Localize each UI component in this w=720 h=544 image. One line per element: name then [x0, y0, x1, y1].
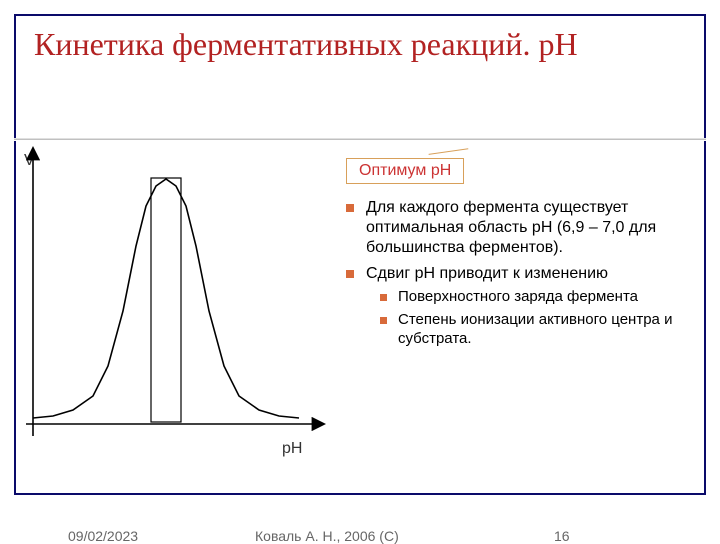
- x-axis-label: рН: [282, 440, 302, 458]
- list-item: Степень ионизации активного центра и суб…: [366, 311, 702, 349]
- ph-curve-chart: [18, 146, 328, 456]
- footer-date: 09/02/2023: [68, 528, 138, 544]
- sub-bullet-text: Поверхностного заряда фермента: [398, 288, 638, 305]
- bullet-text: Сдвиг рН приводит к изменению: [366, 265, 608, 282]
- list-item: Поверхностного заряда фермента: [366, 288, 702, 307]
- chart-region: V рН: [0, 140, 340, 540]
- footer-page-number: 16: [554, 528, 570, 544]
- content-area: V рН Оптимум рН Для каждого фермента сущ…: [0, 140, 720, 540]
- bullet-text-area: Для каждого фермента существует оптималь…: [346, 198, 702, 354]
- page-title: Кинетика ферментативных реакций. рН: [16, 16, 704, 69]
- bullet-text: Для каждого фермента существует оптималь…: [366, 199, 656, 256]
- footer-author: Коваль А. Н., 2006 (С): [255, 528, 399, 544]
- sub-bullet-text: Степень ионизации активного центра и суб…: [398, 311, 672, 347]
- list-item: Для каждого фермента существует оптималь…: [346, 198, 702, 258]
- list-item: Сдвиг рН приводит к изменению Поверхност…: [346, 264, 702, 348]
- optimum-ph-callout: Оптимум рН: [346, 158, 464, 184]
